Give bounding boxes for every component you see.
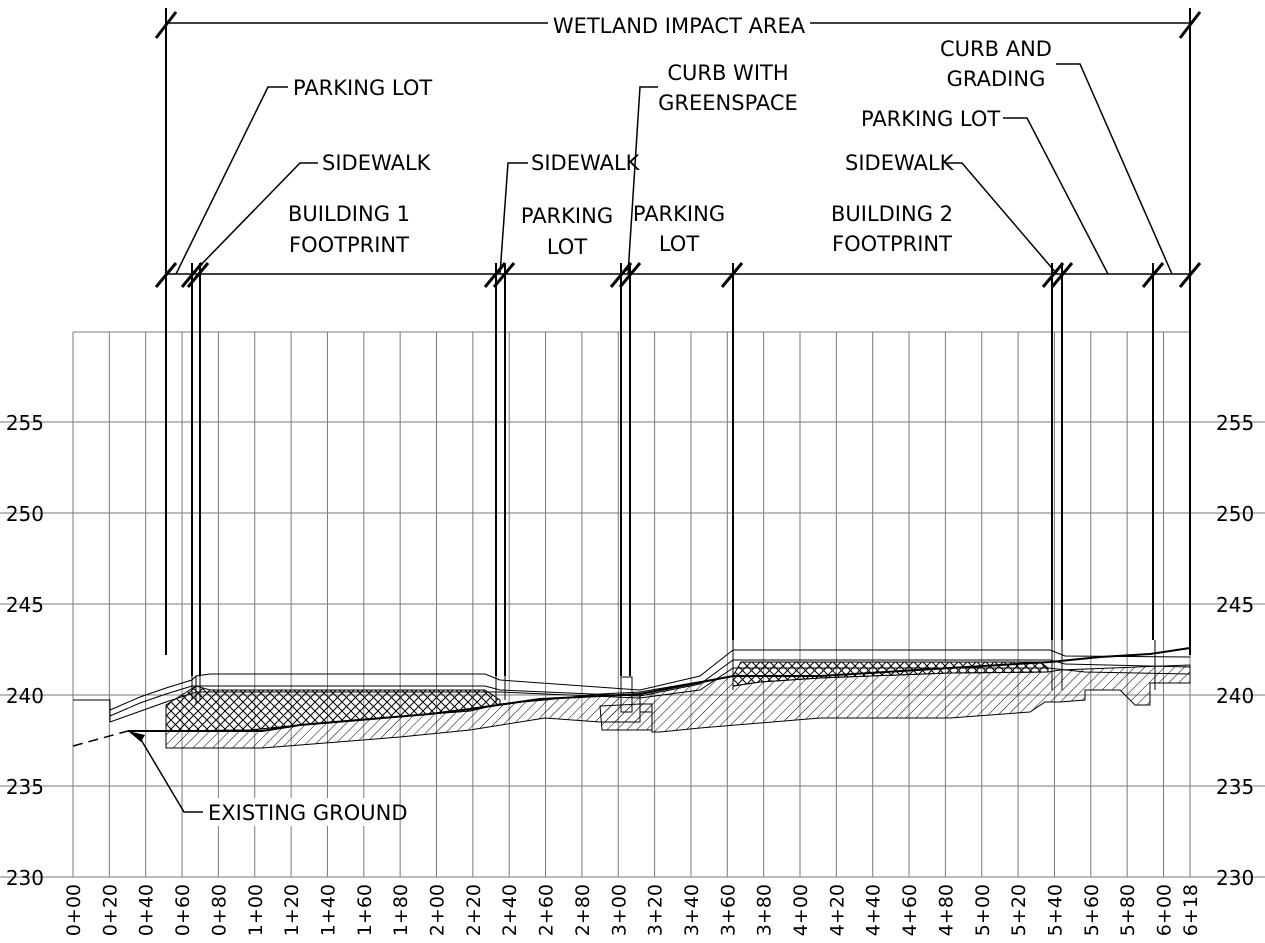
station-label: 3+20 — [645, 884, 667, 936]
building-1-outline — [191, 676, 506, 704]
elevation-label: 250 — [6, 502, 44, 526]
station-label: 4+20 — [826, 884, 848, 936]
station-label: 5+40 — [1044, 884, 1066, 936]
proposed-grade-upper — [109, 649, 1191, 711]
sidewalk-label: SIDEWALK — [322, 151, 432, 175]
parking-lot-label: PARKING LOT — [293, 76, 432, 100]
parking-lot-label: LOT — [659, 232, 699, 256]
station-label: 4+60 — [899, 884, 921, 936]
station-label: 3+40 — [681, 884, 703, 936]
station-label: 4+00 — [790, 884, 812, 936]
curb-and-grading-label: CURB AND — [940, 37, 1052, 61]
station-label: 0+40 — [136, 884, 158, 936]
sidewalk-label: SIDEWALK — [845, 151, 955, 175]
elevation-label: 235 — [6, 775, 44, 799]
parking-lot-label: LOT — [547, 235, 587, 259]
dimension-annotations — [139, 8, 1202, 813]
station-label: 5+60 — [1081, 884, 1103, 936]
station-label: 2+40 — [499, 884, 521, 936]
elevation-labels-left: 230 235 240 245 250 255 — [6, 411, 44, 890]
station-label: 4+40 — [863, 884, 885, 936]
curb-and-grading-label: GRADING — [947, 67, 1046, 91]
elevation-label: 245 — [6, 593, 44, 617]
building-2-footprint-label: FOOTPRINT — [832, 232, 952, 256]
station-label: 6+00 — [1154, 884, 1176, 936]
station-label: 1+60 — [354, 884, 376, 936]
proposed-grade-lower — [109, 659, 1191, 717]
parking-lot-label: PARKING LOT — [861, 107, 1000, 131]
parking-lot-label: PARKING — [521, 204, 613, 228]
existing-ground-arrow — [128, 731, 145, 742]
station-label: 1+80 — [390, 884, 412, 936]
elevation-label: 240 — [6, 684, 44, 708]
station-labels: 0+00 0+20 0+40 0+60 0+80 1+00 1+20 1+40 1+60 1+80… — [63, 884, 1202, 936]
station-label: 3+60 — [717, 884, 739, 936]
station-label: 4+80 — [935, 884, 957, 936]
elevation-label: 255 — [1216, 411, 1254, 435]
building-1-footprint-label: FOOTPRINT — [289, 233, 409, 257]
label-texts: WETLAND IMPACT AREA PARKING LOT SIDEWALK… — [203, 10, 1052, 826]
profile-grid — [0, 331, 1265, 878]
station-label: 2+20 — [463, 884, 485, 936]
elevation-label: 235 — [1216, 775, 1254, 799]
station-label: 2+60 — [536, 884, 558, 936]
existing-ground-label: EXISTING GROUND — [208, 801, 408, 825]
station-label: 2+80 — [572, 884, 594, 936]
proposed-grade-mid — [109, 667, 1191, 723]
curb-with-greenspace-label: GREENSPACE — [658, 91, 798, 115]
building-1-label: BUILDING 1 — [288, 202, 410, 226]
elevation-label: 255 — [6, 411, 44, 435]
existing-ground-line — [128, 647, 1191, 732]
elevation-label: 230 — [1216, 866, 1254, 890]
station-label: 6+18 — [1180, 884, 1202, 936]
elevation-label: 250 — [1216, 502, 1254, 526]
station-label: 1+40 — [317, 884, 339, 936]
station-label: 5+20 — [1008, 884, 1030, 936]
station-label: 2+00 — [427, 884, 449, 936]
elevation-label: 240 — [1216, 684, 1254, 708]
hatch-areas — [165, 661, 1191, 749]
elevation-labels-right: 230 235 240 245 250 255 — [1216, 411, 1254, 890]
start-notch — [73, 699, 111, 722]
parking-lot-label: PARKING — [633, 202, 725, 226]
station-label: 3+80 — [754, 884, 776, 936]
grade-lines — [72, 640, 1191, 747]
elevation-label: 230 — [6, 866, 44, 890]
station-label: 0+60 — [172, 884, 194, 936]
building-2-outline — [732, 640, 1156, 690]
curb-greenspace-box — [620, 676, 633, 713]
building-2-label: BUILDING 2 — [831, 202, 953, 226]
station-label: 0+20 — [99, 884, 121, 936]
station-label: 1+20 — [281, 884, 303, 936]
curb-with-greenspace-label: CURB WITH — [667, 61, 788, 85]
station-label: 5+80 — [1117, 884, 1139, 936]
station-label: 0+00 — [63, 884, 85, 936]
station-label: 3+00 — [608, 884, 630, 936]
wetland-impact-area-title: WETLAND IMPACT AREA — [553, 14, 806, 38]
sidewalk-label: SIDEWALK — [531, 151, 641, 175]
station-label: 0+80 — [208, 884, 230, 936]
elevation-label: 245 — [1216, 593, 1254, 617]
station-label: 5+00 — [972, 884, 994, 936]
existing-ground-dashed — [72, 730, 129, 747]
station-label: 1+00 — [245, 884, 267, 936]
